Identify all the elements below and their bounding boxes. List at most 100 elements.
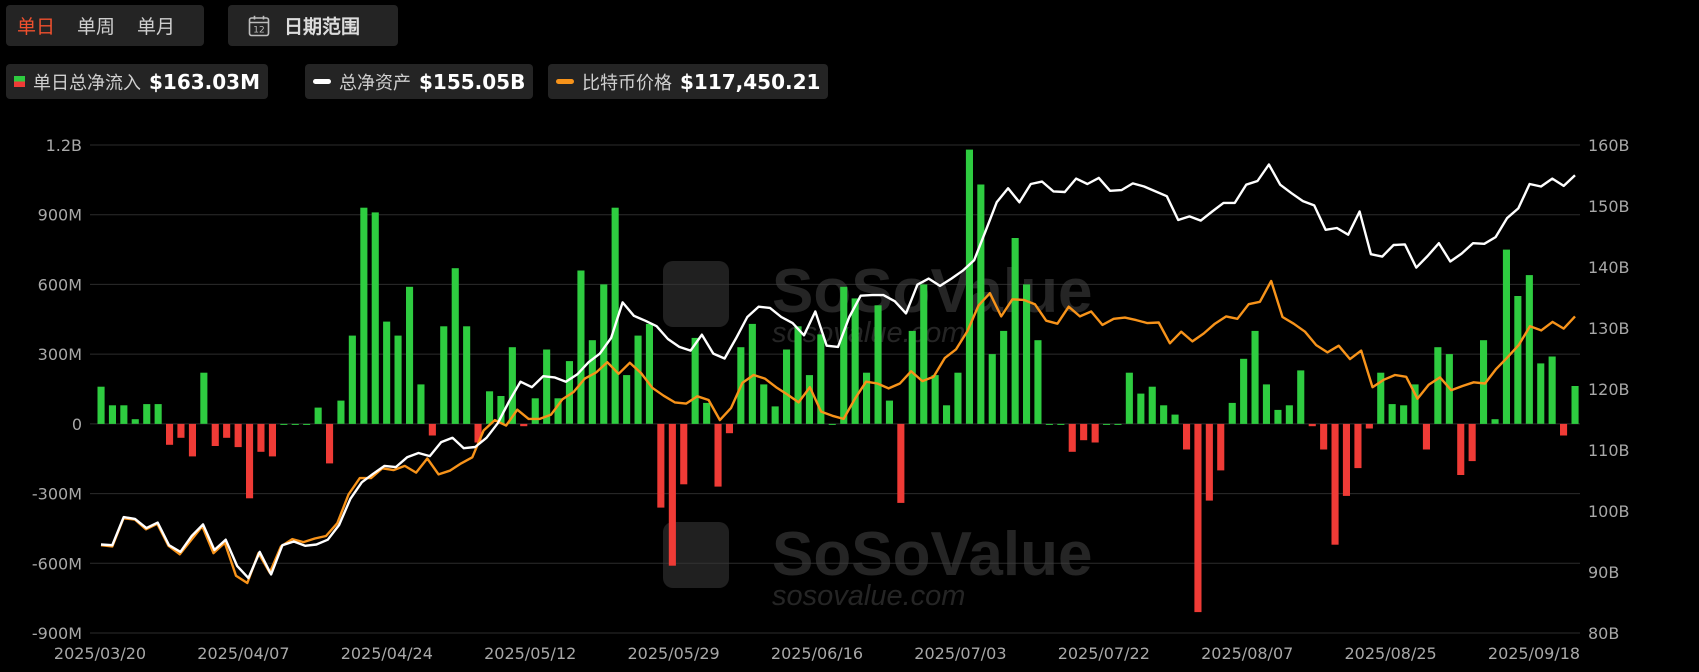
inflow-bar[interactable] (954, 372, 962, 424)
inflow-bar[interactable] (623, 375, 631, 424)
inflow-bar[interactable] (817, 334, 825, 424)
outflow-bar[interactable] (1422, 423, 1430, 450)
inflow-bar[interactable] (1502, 249, 1510, 424)
outflow-bar[interactable] (177, 423, 185, 438)
inflow-bar[interactable] (1525, 275, 1533, 424)
inflow-bar[interactable] (805, 375, 813, 424)
outflow-bar[interactable] (326, 423, 334, 464)
inflow-bar[interactable] (1171, 414, 1179, 424)
outflow-bar[interactable] (668, 423, 676, 566)
legend-net-assets[interactable]: 总净资产 $155.05B (305, 64, 534, 99)
outflow-bar[interactable] (1068, 423, 1076, 452)
inflow-bar[interactable] (863, 372, 871, 424)
outflow-bar[interactable] (1320, 423, 1328, 450)
inflow-bar[interactable] (1388, 404, 1396, 424)
outflow-bar[interactable] (520, 423, 528, 427)
tab-monthly[interactable]: 单月 (137, 16, 176, 38)
outflow-bar[interactable] (1331, 423, 1339, 545)
inflow-bar[interactable] (703, 402, 711, 424)
inflow-bar[interactable] (451, 268, 459, 424)
outflow-bar[interactable] (428, 423, 436, 436)
inflow-bar[interactable] (1434, 347, 1442, 424)
outflow-bar[interactable] (268, 423, 276, 457)
inflow-bar[interactable] (280, 423, 288, 425)
inflow-bar[interactable] (1251, 330, 1259, 424)
outflow-bar[interactable] (1308, 423, 1316, 427)
legend-btc-price[interactable]: 比特币价格 $117,450.21 (548, 64, 829, 99)
inflow-bar[interactable] (543, 349, 551, 424)
outflow-bar[interactable] (166, 423, 174, 445)
inflow-bar[interactable] (291, 423, 299, 425)
outflow-bar[interactable] (1354, 423, 1362, 469)
outflow-bar[interactable] (1365, 423, 1373, 429)
inflow-bar[interactable] (1411, 384, 1419, 424)
inflow-bar[interactable] (691, 337, 699, 424)
inflow-bar[interactable] (508, 347, 516, 424)
outflow-bar[interactable] (1091, 423, 1099, 443)
inflow-bar[interactable] (920, 284, 928, 424)
inflow-bar[interactable] (497, 396, 505, 424)
inflow-bar[interactable] (1228, 402, 1236, 424)
inflow-bar[interactable] (337, 400, 345, 424)
outflow-bar[interactable] (1468, 423, 1476, 462)
inflow-bar[interactable] (1240, 358, 1248, 424)
inflow-bar[interactable] (748, 323, 756, 424)
inflow-bar[interactable] (1537, 363, 1545, 424)
inflow-bar[interactable] (1274, 409, 1282, 424)
inflow-bar[interactable] (771, 406, 779, 424)
inflow-bar[interactable] (1571, 386, 1579, 424)
inflow-bar[interactable] (1034, 340, 1042, 424)
tab-daily[interactable]: 单日 (17, 16, 56, 38)
outflow-bar[interactable] (246, 423, 254, 499)
inflow-bar[interactable] (314, 407, 322, 424)
btc-price-line[interactable] (100, 279, 1576, 585)
inflow-bar[interactable] (1491, 419, 1499, 424)
outflow-bar[interactable] (188, 423, 196, 457)
outflow-bar[interactable] (234, 423, 242, 448)
inflow-bar[interactable] (406, 286, 414, 424)
outflow-bar[interactable] (223, 423, 231, 438)
inflow-bar[interactable] (303, 423, 311, 425)
inflow-bar[interactable] (143, 404, 151, 424)
inflow-bar[interactable] (908, 330, 916, 424)
inflow-bar[interactable] (1023, 284, 1031, 424)
outflow-bar[interactable] (1560, 423, 1568, 436)
inflow-bar[interactable] (1114, 423, 1122, 425)
inflow-bar[interactable] (417, 384, 425, 424)
inflow-bar[interactable] (1137, 393, 1145, 424)
inflow-bar[interactable] (486, 391, 494, 424)
inflow-bar[interactable] (965, 149, 973, 424)
inflow-bar[interactable] (360, 207, 368, 424)
inflow-bar[interactable] (565, 361, 573, 424)
outflow-bar[interactable] (897, 423, 905, 503)
outflow-bar[interactable] (474, 423, 482, 443)
inflow-bar[interactable] (1103, 423, 1111, 425)
tab-weekly[interactable]: 单周 (77, 16, 116, 38)
inflow-bar[interactable] (1297, 370, 1305, 424)
inflow-bar[interactable] (1400, 405, 1408, 424)
inflow-bar[interactable] (154, 404, 162, 424)
inflow-bar[interactable] (383, 321, 391, 424)
inflow-bar[interactable] (1000, 330, 1008, 424)
inflow-bar[interactable] (588, 340, 596, 424)
inflow-bar[interactable] (1160, 405, 1168, 424)
inflow-bar[interactable] (1057, 423, 1065, 425)
outflow-bar[interactable] (657, 423, 665, 508)
inflow-bar[interactable] (645, 323, 653, 424)
outflow-bar[interactable] (257, 423, 265, 452)
inflow-bar[interactable] (1045, 423, 1053, 425)
inflow-bar[interactable] (394, 335, 402, 424)
inflow-bar[interactable] (108, 405, 116, 424)
outflow-bar[interactable] (1217, 423, 1225, 471)
inflow-bar[interactable] (1125, 372, 1133, 424)
inflow-bar[interactable] (611, 207, 619, 424)
inflow-bar[interactable] (988, 354, 996, 424)
outflow-bar[interactable] (1457, 423, 1465, 475)
inflow-bar[interactable] (760, 384, 768, 424)
inflow-bar[interactable] (1011, 238, 1019, 424)
inflow-bar[interactable] (1548, 356, 1556, 424)
inflow-bar[interactable] (885, 400, 893, 424)
inflow-bar[interactable] (828, 423, 836, 425)
inflow-bar[interactable] (348, 335, 356, 424)
